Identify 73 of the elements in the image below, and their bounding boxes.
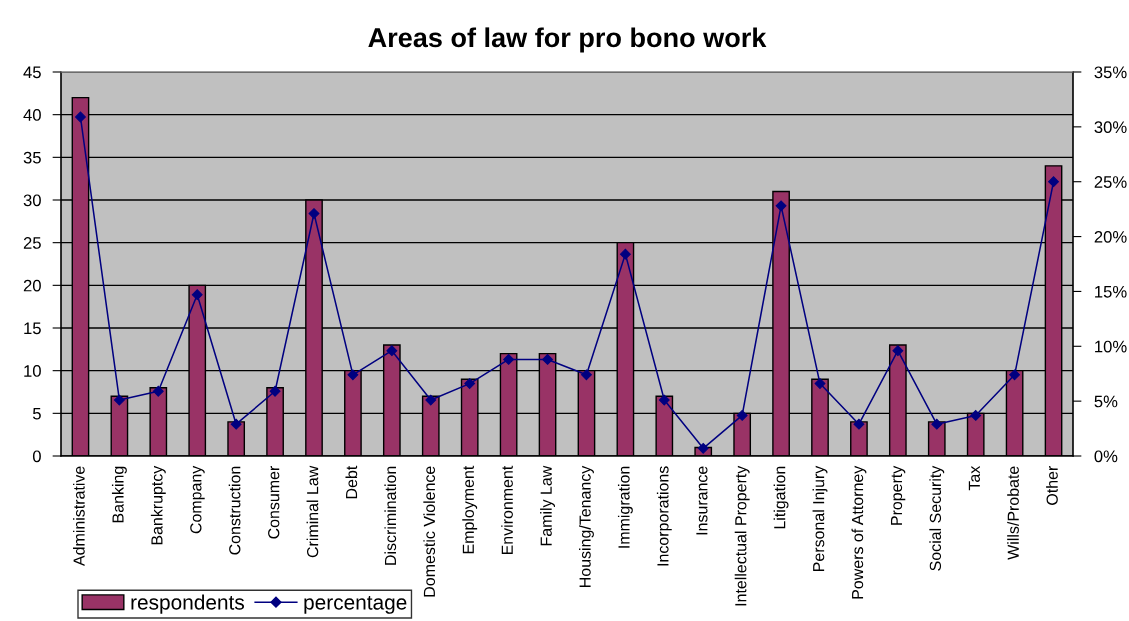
y2-tick-label: 20%: [1094, 230, 1127, 243]
y2-tick-label: 5%: [1094, 395, 1118, 408]
y-tick-label: 45: [23, 66, 41, 79]
chart-title: Areas of law for pro bono work: [368, 27, 767, 53]
x-tick-label: Social Security: [929, 465, 945, 571]
y-tick-label: 30: [23, 194, 41, 207]
legend-label: percentage: [304, 596, 407, 614]
x-tick-label: Administrative: [73, 466, 85, 566]
x-tick-label: Immigration: [617, 466, 633, 548]
legend-label: respondents: [131, 594, 244, 614]
x-tick-label: Domestic Violence: [423, 466, 436, 597]
x-tick-label: Wills/Probate: [1007, 466, 1019, 560]
point: [191, 289, 203, 301]
x-tick-label: Banking: [111, 466, 127, 523]
point: [1009, 369, 1021, 381]
y-tick-label: 20: [23, 279, 41, 292]
point: [853, 418, 865, 430]
x-tick-label: Other: [1046, 465, 1058, 505]
point: [1048, 176, 1059, 188]
point: [970, 409, 982, 421]
y-tick-label: 0: [32, 450, 41, 463]
point: [619, 248, 631, 260]
point: [308, 208, 320, 219]
y2-tick-label: 25%: [1094, 176, 1127, 188]
x-tick-label: Environment: [501, 465, 513, 555]
x-tick-label: Powers of Attorney: [851, 465, 867, 599]
point: [425, 394, 437, 406]
point: [230, 418, 242, 430]
x-tick-label: Incorporations: [656, 466, 672, 566]
point: [931, 418, 943, 430]
x-tick-label: Construction: [228, 466, 241, 555]
point: [542, 354, 553, 365]
point: [113, 394, 125, 406]
point: [697, 442, 709, 454]
x-tick-label: Tax: [968, 465, 980, 491]
y-tick-label: 35: [23, 151, 41, 164]
x-tick-label: Personal Injury: [812, 465, 828, 571]
x-tick-label: Insurance: [696, 466, 708, 535]
point: [347, 369, 359, 381]
x-tick-label: Discrimination: [384, 466, 397, 565]
point: [152, 385, 164, 397]
y2-tick-label: 15%: [1095, 285, 1127, 298]
x-tick-label: Intellectual Property: [734, 465, 750, 606]
x-tick-label: Consumer: [268, 465, 280, 539]
point: [269, 385, 281, 397]
y2-tick-label: 0%: [1094, 450, 1118, 463]
y-tick-label: 25: [23, 237, 41, 249]
x-tick-label: Property: [890, 465, 906, 525]
x-tick-label: Employment: [462, 465, 478, 554]
y2-tick-label: 30%: [1094, 121, 1127, 134]
point: [775, 200, 787, 212]
x-tick-label: Criminal Law: [306, 465, 319, 558]
y2-tick-label: 35%: [1094, 66, 1127, 79]
point: [75, 111, 86, 123]
y-tick-label: 15: [24, 322, 41, 335]
y-tick-label: 40: [23, 109, 41, 121]
point: [581, 369, 592, 381]
y-tick-label: 5: [32, 407, 41, 420]
x-tick-label: Bankruptcy: [150, 465, 166, 545]
point: [814, 378, 826, 390]
x-tick-label: Company: [190, 465, 205, 534]
x-tick-label: Housing/Tenancy: [579, 465, 594, 587]
x-tick-label: Debt: [345, 465, 358, 499]
y2-tick-label: 10%: [1095, 340, 1127, 353]
point: [658, 394, 670, 406]
x-tick-label: Family Law: [540, 465, 555, 546]
point: [736, 409, 748, 421]
y-tick-label: 10: [24, 365, 41, 377]
point: [464, 378, 476, 390]
point: [386, 345, 398, 357]
point: [503, 354, 515, 365]
x-tick-label: Litigation: [773, 466, 789, 529]
point: [892, 345, 904, 357]
